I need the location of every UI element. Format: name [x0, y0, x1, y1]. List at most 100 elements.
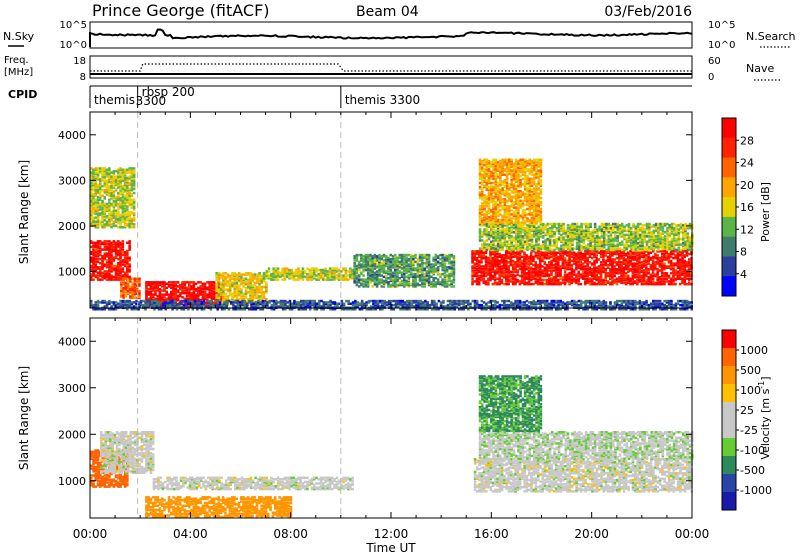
range-cell [441, 266, 444, 269]
range-cell [405, 270, 408, 273]
range-cell [475, 274, 479, 278]
range-cell [224, 284, 227, 287]
range-cell [403, 283, 406, 287]
range-cell [353, 256, 356, 259]
range-cell [90, 241, 93, 244]
range-cell [604, 282, 607, 286]
range-cell [596, 228, 599, 231]
range-cell [90, 278, 93, 281]
range-cell [657, 222, 660, 226]
range-cell [659, 246, 662, 249]
range-cell [126, 282, 130, 286]
range-cell [170, 281, 173, 284]
range-cell [382, 264, 386, 268]
range-cell [382, 255, 386, 258]
range-cell [473, 263, 476, 267]
range-cell [385, 277, 388, 280]
range-cell [620, 278, 623, 282]
range-cell [101, 267, 104, 270]
range-cell [391, 255, 395, 258]
range-cell [448, 272, 451, 276]
range-cell [672, 265, 675, 268]
range-cell [599, 251, 603, 254]
range-cell [647, 269, 650, 272]
range-cell [620, 270, 623, 274]
range-cell [96, 242, 100, 246]
range-cell [400, 266, 404, 269]
range-cell [490, 240, 493, 243]
range-cell [523, 272, 526, 275]
range-cell [572, 251, 576, 254]
range-cell [364, 253, 368, 257]
range-cell [534, 273, 537, 276]
range-cell [595, 266, 598, 269]
range-cell [609, 272, 612, 275]
range-cell [543, 272, 546, 275]
range-cell [126, 257, 129, 261]
range-cell [119, 259, 122, 262]
range-cell [618, 247, 622, 250]
range-cell [90, 252, 93, 255]
range-cell [427, 255, 431, 258]
range-cell [676, 259, 680, 263]
range-cell [627, 277, 630, 280]
range-cell [219, 276, 223, 279]
range-cell [215, 288, 218, 291]
range-cell [496, 277, 499, 280]
range-cell [561, 254, 565, 257]
range-cell [265, 299, 268, 302]
range-cell [351, 277, 354, 280]
range-cell [369, 257, 372, 261]
range-cell [185, 294, 189, 298]
range-cell [526, 239, 529, 242]
range-cell [222, 296, 225, 300]
range-cell [161, 293, 164, 296]
range-cell [201, 282, 205, 285]
range-cell [630, 244, 633, 248]
range-cell [294, 268, 298, 272]
range-cell [484, 261, 488, 264]
range-cell [119, 264, 122, 268]
range-cell [539, 277, 542, 280]
range-cell [398, 253, 401, 257]
range-cell [445, 275, 449, 279]
range-cell [580, 239, 583, 242]
range-cell [373, 267, 377, 270]
range-cell [256, 287, 259, 290]
range-cell [543, 254, 546, 257]
range-cell [561, 276, 565, 279]
range-cell [412, 263, 415, 266]
range-cell [235, 274, 239, 278]
range-cell [603, 228, 606, 231]
range-cell [219, 297, 223, 300]
range-cell [231, 285, 234, 289]
range-cell [265, 271, 269, 274]
range-cell [188, 289, 191, 292]
range-cell [199, 290, 202, 294]
range-cell [550, 261, 553, 264]
range-cell [670, 237, 674, 241]
range-cell [656, 282, 659, 286]
range-cell [119, 244, 122, 247]
range-cell [595, 251, 598, 254]
range-cell [170, 292, 173, 295]
range-cell [656, 276, 659, 279]
range-cell [616, 222, 619, 226]
range-cell [627, 278, 630, 282]
range-cell [344, 272, 348, 276]
range-cell [523, 270, 526, 274]
range-cell [443, 266, 447, 269]
range-cell [563, 250, 567, 253]
range-cell [665, 250, 668, 253]
range-cell [119, 275, 122, 279]
range-cell [618, 261, 621, 264]
range-cell [532, 270, 535, 274]
range-cell [385, 274, 388, 277]
range-cell [638, 258, 641, 261]
range-cell [414, 278, 417, 281]
range-cell [126, 266, 129, 269]
range-cell [265, 281, 268, 285]
range-cell [478, 280, 481, 283]
range-cell [131, 293, 134, 297]
range-cell [483, 232, 486, 235]
